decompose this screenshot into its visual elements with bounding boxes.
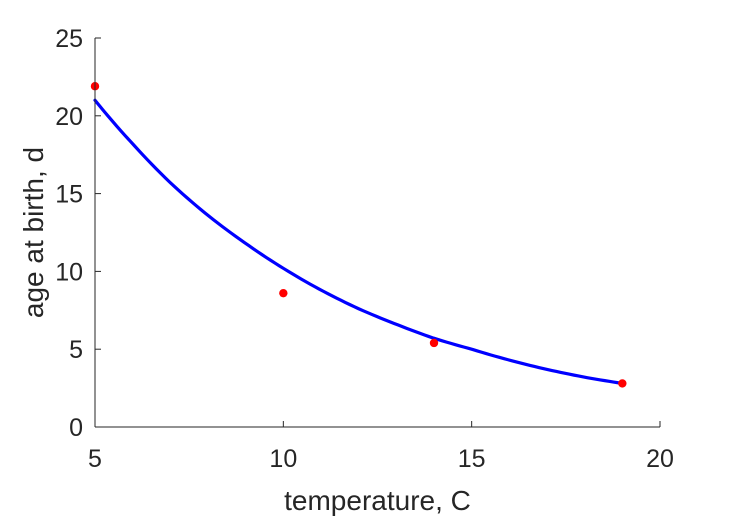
x-tick-label: 5 <box>88 445 102 473</box>
data-point <box>618 379 627 388</box>
data-point <box>429 338 439 348</box>
y-tick-label: 5 <box>69 336 83 364</box>
x-ticks: 5 10 15 20 <box>88 421 674 473</box>
x-axis-title: temperature, C <box>284 485 471 516</box>
data-point <box>279 288 288 298</box>
y-ticks: 0 5 10 15 20 25 <box>55 25 101 442</box>
y-tick-label: 0 <box>69 414 83 442</box>
y-axis-title: age at birth, d <box>18 147 49 318</box>
axes <box>94 38 660 428</box>
y-tick-label: 25 <box>55 25 83 53</box>
x-tick-label: 20 <box>646 445 674 473</box>
x-tick-label: 15 <box>458 445 486 473</box>
y-tick-label: 20 <box>55 103 83 131</box>
y-tick-label: 15 <box>55 181 83 209</box>
plot-area <box>90 82 627 388</box>
x-tick-label: 10 <box>269 445 297 473</box>
fit-curve <box>93 98 624 386</box>
y-tick-label: 10 <box>55 258 83 286</box>
